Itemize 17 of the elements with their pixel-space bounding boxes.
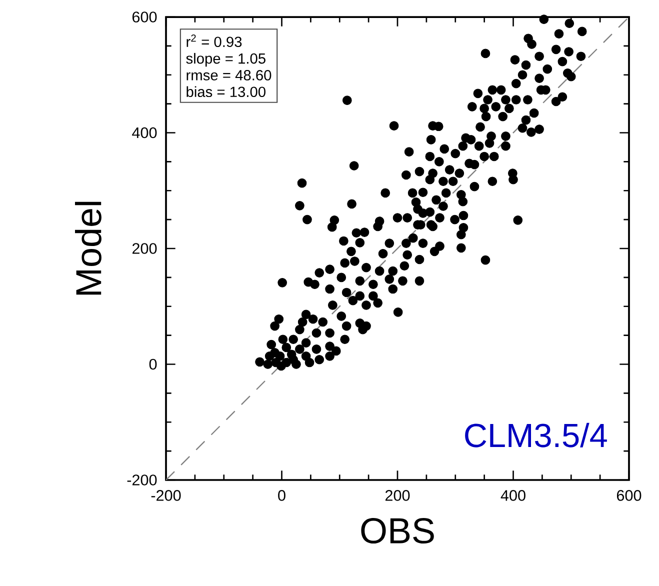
annotation: CLM3.5/4 [465, 422, 607, 448]
y-tick-label: 0 [149, 358, 157, 370]
y-tick-label: 200 [132, 243, 157, 254]
annotation: bias = 13.00 [186, 86, 266, 98]
y-tick-label: -200 [127, 474, 157, 486]
annotation: rmse = 48.60 [186, 70, 272, 80]
x-tick-label: 400 [500, 490, 526, 501]
annotation: slope = 1.05 [186, 52, 266, 67]
y-tick-label: 600 [132, 12, 157, 22]
annotation: r$^{2}$ = 0.93 [186, 34, 242, 48]
y-axis-title: Model [75, 202, 102, 295]
x-tick-label: 200 [385, 490, 410, 501]
x-axis-title: OBS [361, 518, 434, 544]
x-tick-label: -200 [151, 490, 181, 501]
y-tick-label: 400 [132, 127, 157, 138]
x-tick-label: 0 [278, 490, 286, 501]
x-tick-label: 600 [616, 490, 642, 501]
